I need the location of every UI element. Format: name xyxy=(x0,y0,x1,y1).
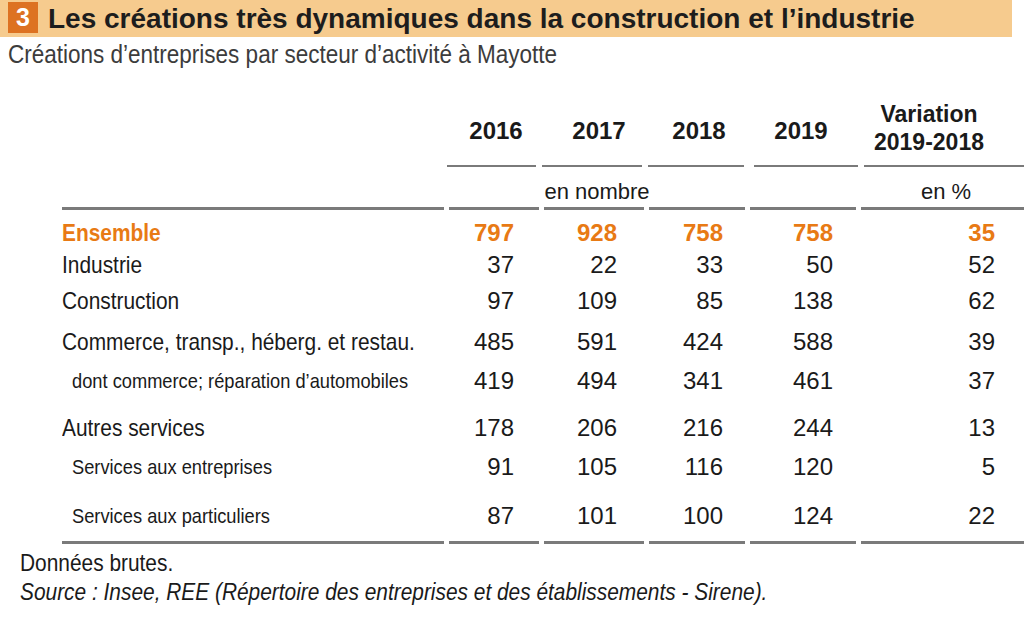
table-cell: 591 xyxy=(517,327,617,357)
table-cell: 37 xyxy=(414,250,514,280)
table-row-services-particuliers: Services aux particuliers 87 101 100 124… xyxy=(0,501,1024,531)
table-row-industrie: Industrie 37 22 33 50 52 xyxy=(0,250,1024,280)
top-rule-segment xyxy=(750,207,856,210)
data-note: Données brutes. xyxy=(20,549,173,577)
table-cell: 341 xyxy=(623,366,723,396)
table-cell: 797 xyxy=(414,218,514,248)
table-cell: 100 xyxy=(623,501,723,531)
table-cell: 206 xyxy=(517,413,617,443)
table-cell: 758 xyxy=(623,218,723,248)
table-cell: 928 xyxy=(517,218,617,248)
bottom-rule-segment xyxy=(649,541,745,544)
table-cell: 120 xyxy=(733,452,833,482)
bottom-rule-segment xyxy=(861,541,1024,544)
row-label: Ensemble xyxy=(62,218,161,248)
table-cell: 424 xyxy=(623,327,723,357)
table-cell: 13 xyxy=(875,413,995,443)
bottom-rule-segment xyxy=(62,541,444,544)
table-cell: 216 xyxy=(623,413,723,443)
figure-subtitle: Créations d’entreprises par secteur d’ac… xyxy=(8,40,557,69)
table-cell: 91 xyxy=(414,452,514,482)
table-cell: 178 xyxy=(414,413,514,443)
variation-header-line2: 2019-2018 xyxy=(849,128,1009,156)
table-row-commerce: Commerce, transp., héberg. et restau. 48… xyxy=(0,327,1024,357)
row-label: Services aux particuliers xyxy=(72,501,270,531)
table-cell: 244 xyxy=(733,413,833,443)
table-row-autres-services: Autres services 178 206 216 244 13 xyxy=(0,413,1024,443)
header-rule-segment xyxy=(648,165,744,167)
table-cell: 109 xyxy=(517,286,617,316)
unit-label-nombre: en nombre xyxy=(497,178,697,206)
header-rule-segment xyxy=(447,165,536,167)
top-rule-segment xyxy=(861,207,1024,210)
header-rule-segment xyxy=(754,165,858,167)
table-cell: 22 xyxy=(875,501,995,531)
table-cell: 33 xyxy=(623,250,723,280)
table-cell: 101 xyxy=(517,501,617,531)
table-cell: 461 xyxy=(733,366,833,396)
header-rule-segment xyxy=(542,165,642,167)
table-cell: 39 xyxy=(875,327,995,357)
table-row-dont-commerce: dont commerce; réparation d’automobiles … xyxy=(0,366,1024,396)
table-cell: 116 xyxy=(623,452,723,482)
bottom-rule-segment xyxy=(449,541,539,544)
table-row-services-entreprises: Services aux entreprises 91 105 116 120 … xyxy=(0,452,1024,482)
table-cell: 35 xyxy=(875,218,995,248)
top-rule-segment xyxy=(62,207,444,210)
bottom-rule-segment xyxy=(544,541,644,544)
table-cell: 494 xyxy=(517,366,617,396)
bottom-rule-segment xyxy=(750,541,856,544)
table-cell: 758 xyxy=(733,218,833,248)
column-header-variation: Variation 2019-2018 xyxy=(849,100,1009,156)
table-cell: 85 xyxy=(623,286,723,316)
top-rule-segment xyxy=(649,207,745,210)
table-cell: 588 xyxy=(733,327,833,357)
table-row-ensemble: Ensemble 797 928 758 758 35 xyxy=(0,218,1024,248)
table-cell: 37 xyxy=(875,366,995,396)
table-cell: 105 xyxy=(517,452,617,482)
row-label: Autres services xyxy=(62,413,205,443)
row-label: Services aux entreprises xyxy=(72,452,272,482)
table-cell: 97 xyxy=(414,286,514,316)
row-label: Industrie xyxy=(62,250,142,280)
table-cell: 87 xyxy=(414,501,514,531)
table-cell: 419 xyxy=(414,366,514,396)
row-label: Commerce, transp., héberg. et restau. xyxy=(62,327,415,357)
table-cell: 138 xyxy=(733,286,833,316)
top-rule-segment xyxy=(449,207,539,210)
unit-label-percent: en % xyxy=(896,178,996,206)
figure-3-table: 3 Les créations très dynamiques dans la … xyxy=(0,0,1024,635)
table-cell: 485 xyxy=(414,327,514,357)
figure-banner: 3 Les créations très dynamiques dans la … xyxy=(0,0,1012,37)
top-rule-segment xyxy=(544,207,644,210)
table-cell: 22 xyxy=(517,250,617,280)
table-row-construction: Construction 97 109 85 138 62 xyxy=(0,286,1024,316)
row-label: Construction xyxy=(62,286,179,316)
table-cell: 124 xyxy=(733,501,833,531)
column-header-2017: 2017 xyxy=(549,116,649,146)
table-cell: 52 xyxy=(875,250,995,280)
table-cell: 50 xyxy=(733,250,833,280)
figure-title: Les créations très dynamiques dans la co… xyxy=(48,0,915,37)
variation-header-line1: Variation xyxy=(849,100,1009,128)
column-header-2016: 2016 xyxy=(446,116,546,146)
source-line: Source : Insee, REE (Répertoire des entr… xyxy=(20,578,767,606)
table-cell: 62 xyxy=(875,286,995,316)
column-header-2019: 2019 xyxy=(751,116,851,146)
column-header-2018: 2018 xyxy=(649,116,749,146)
header-rule-segment xyxy=(864,165,1024,167)
table-cell: 5 xyxy=(875,452,995,482)
figure-number-badge: 3 xyxy=(8,2,38,33)
row-label: dont commerce; réparation d’automobiles xyxy=(72,366,408,396)
